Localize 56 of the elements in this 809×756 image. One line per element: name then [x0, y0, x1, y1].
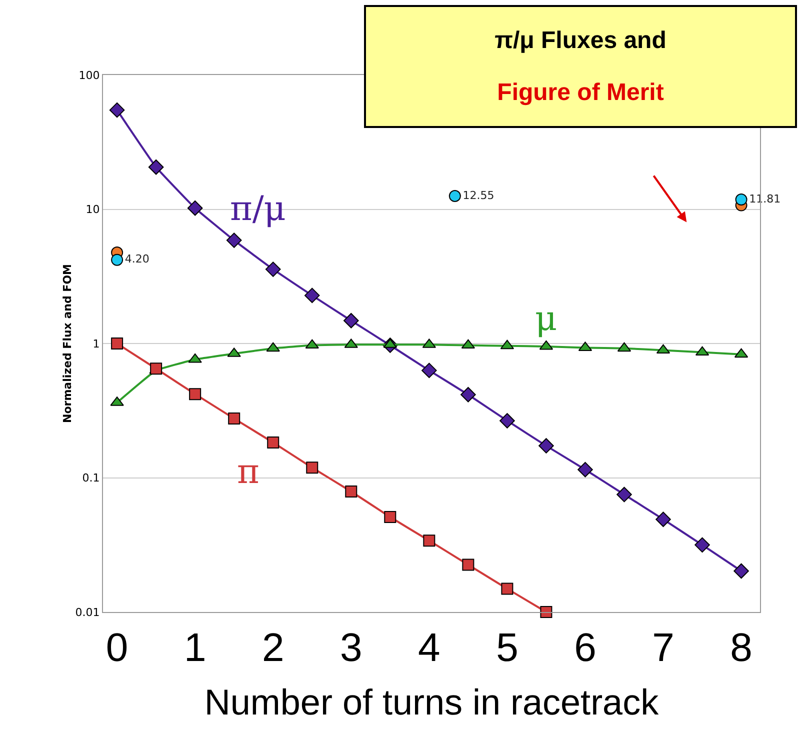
x-tick-label: 6 [574, 626, 596, 670]
x-tick-label: 8 [730, 626, 752, 670]
x-tick-label: 5 [496, 626, 518, 670]
x-tick-label: 0 [106, 626, 128, 670]
point [109, 102, 125, 118]
point [500, 413, 515, 428]
y-axis-title: Normalized Flux and FOM [61, 264, 74, 423]
point [734, 563, 749, 579]
point [540, 606, 552, 618]
point [226, 232, 242, 248]
point [656, 512, 671, 527]
y-tick-label: 10 [86, 203, 100, 216]
x-tick-label: 4 [418, 626, 440, 670]
point [384, 511, 396, 524]
point [345, 485, 358, 498]
point [304, 288, 320, 304]
point [148, 159, 164, 175]
point [460, 386, 476, 402]
x-tick-label: 7 [652, 626, 674, 670]
point [305, 339, 319, 349]
y-tick-label: 0.01 [75, 606, 100, 619]
point [265, 262, 281, 277]
point [306, 462, 318, 474]
point [578, 462, 593, 478]
annotation: μ [535, 299, 558, 339]
annotation: π [237, 452, 260, 492]
x-axis-title: Number of turns in racetrack [204, 682, 660, 723]
point [228, 412, 240, 425]
point [422, 362, 437, 378]
point [189, 388, 202, 400]
data-label: 12.55 [462, 188, 494, 202]
chart-title: π/μ Fluxes and [494, 27, 668, 55]
x-tick-label: 3 [340, 626, 362, 670]
point [187, 200, 203, 216]
chart-subtitle: Figure of Merit [496, 79, 665, 107]
x-tick-label: 2 [262, 626, 284, 670]
point [616, 486, 632, 502]
point [501, 582, 514, 595]
point [266, 342, 280, 352]
y-tick-label: 0.1 [82, 472, 100, 485]
point [343, 312, 359, 328]
y-tick-label: 100 [78, 68, 100, 82]
point [462, 558, 474, 571]
point [694, 537, 710, 553]
point [111, 338, 124, 350]
annotation: π/μ [230, 189, 286, 229]
x-tick-label: 1 [184, 626, 206, 670]
point [111, 254, 124, 266]
data-label: 4.20 [124, 252, 150, 266]
point [538, 438, 554, 454]
point [448, 190, 461, 202]
y-tick-label: 1 [92, 337, 100, 350]
point [423, 534, 436, 547]
title-box: π/μ Fluxes and Figure of Merit [364, 5, 797, 128]
point [735, 194, 748, 206]
point [267, 436, 280, 449]
